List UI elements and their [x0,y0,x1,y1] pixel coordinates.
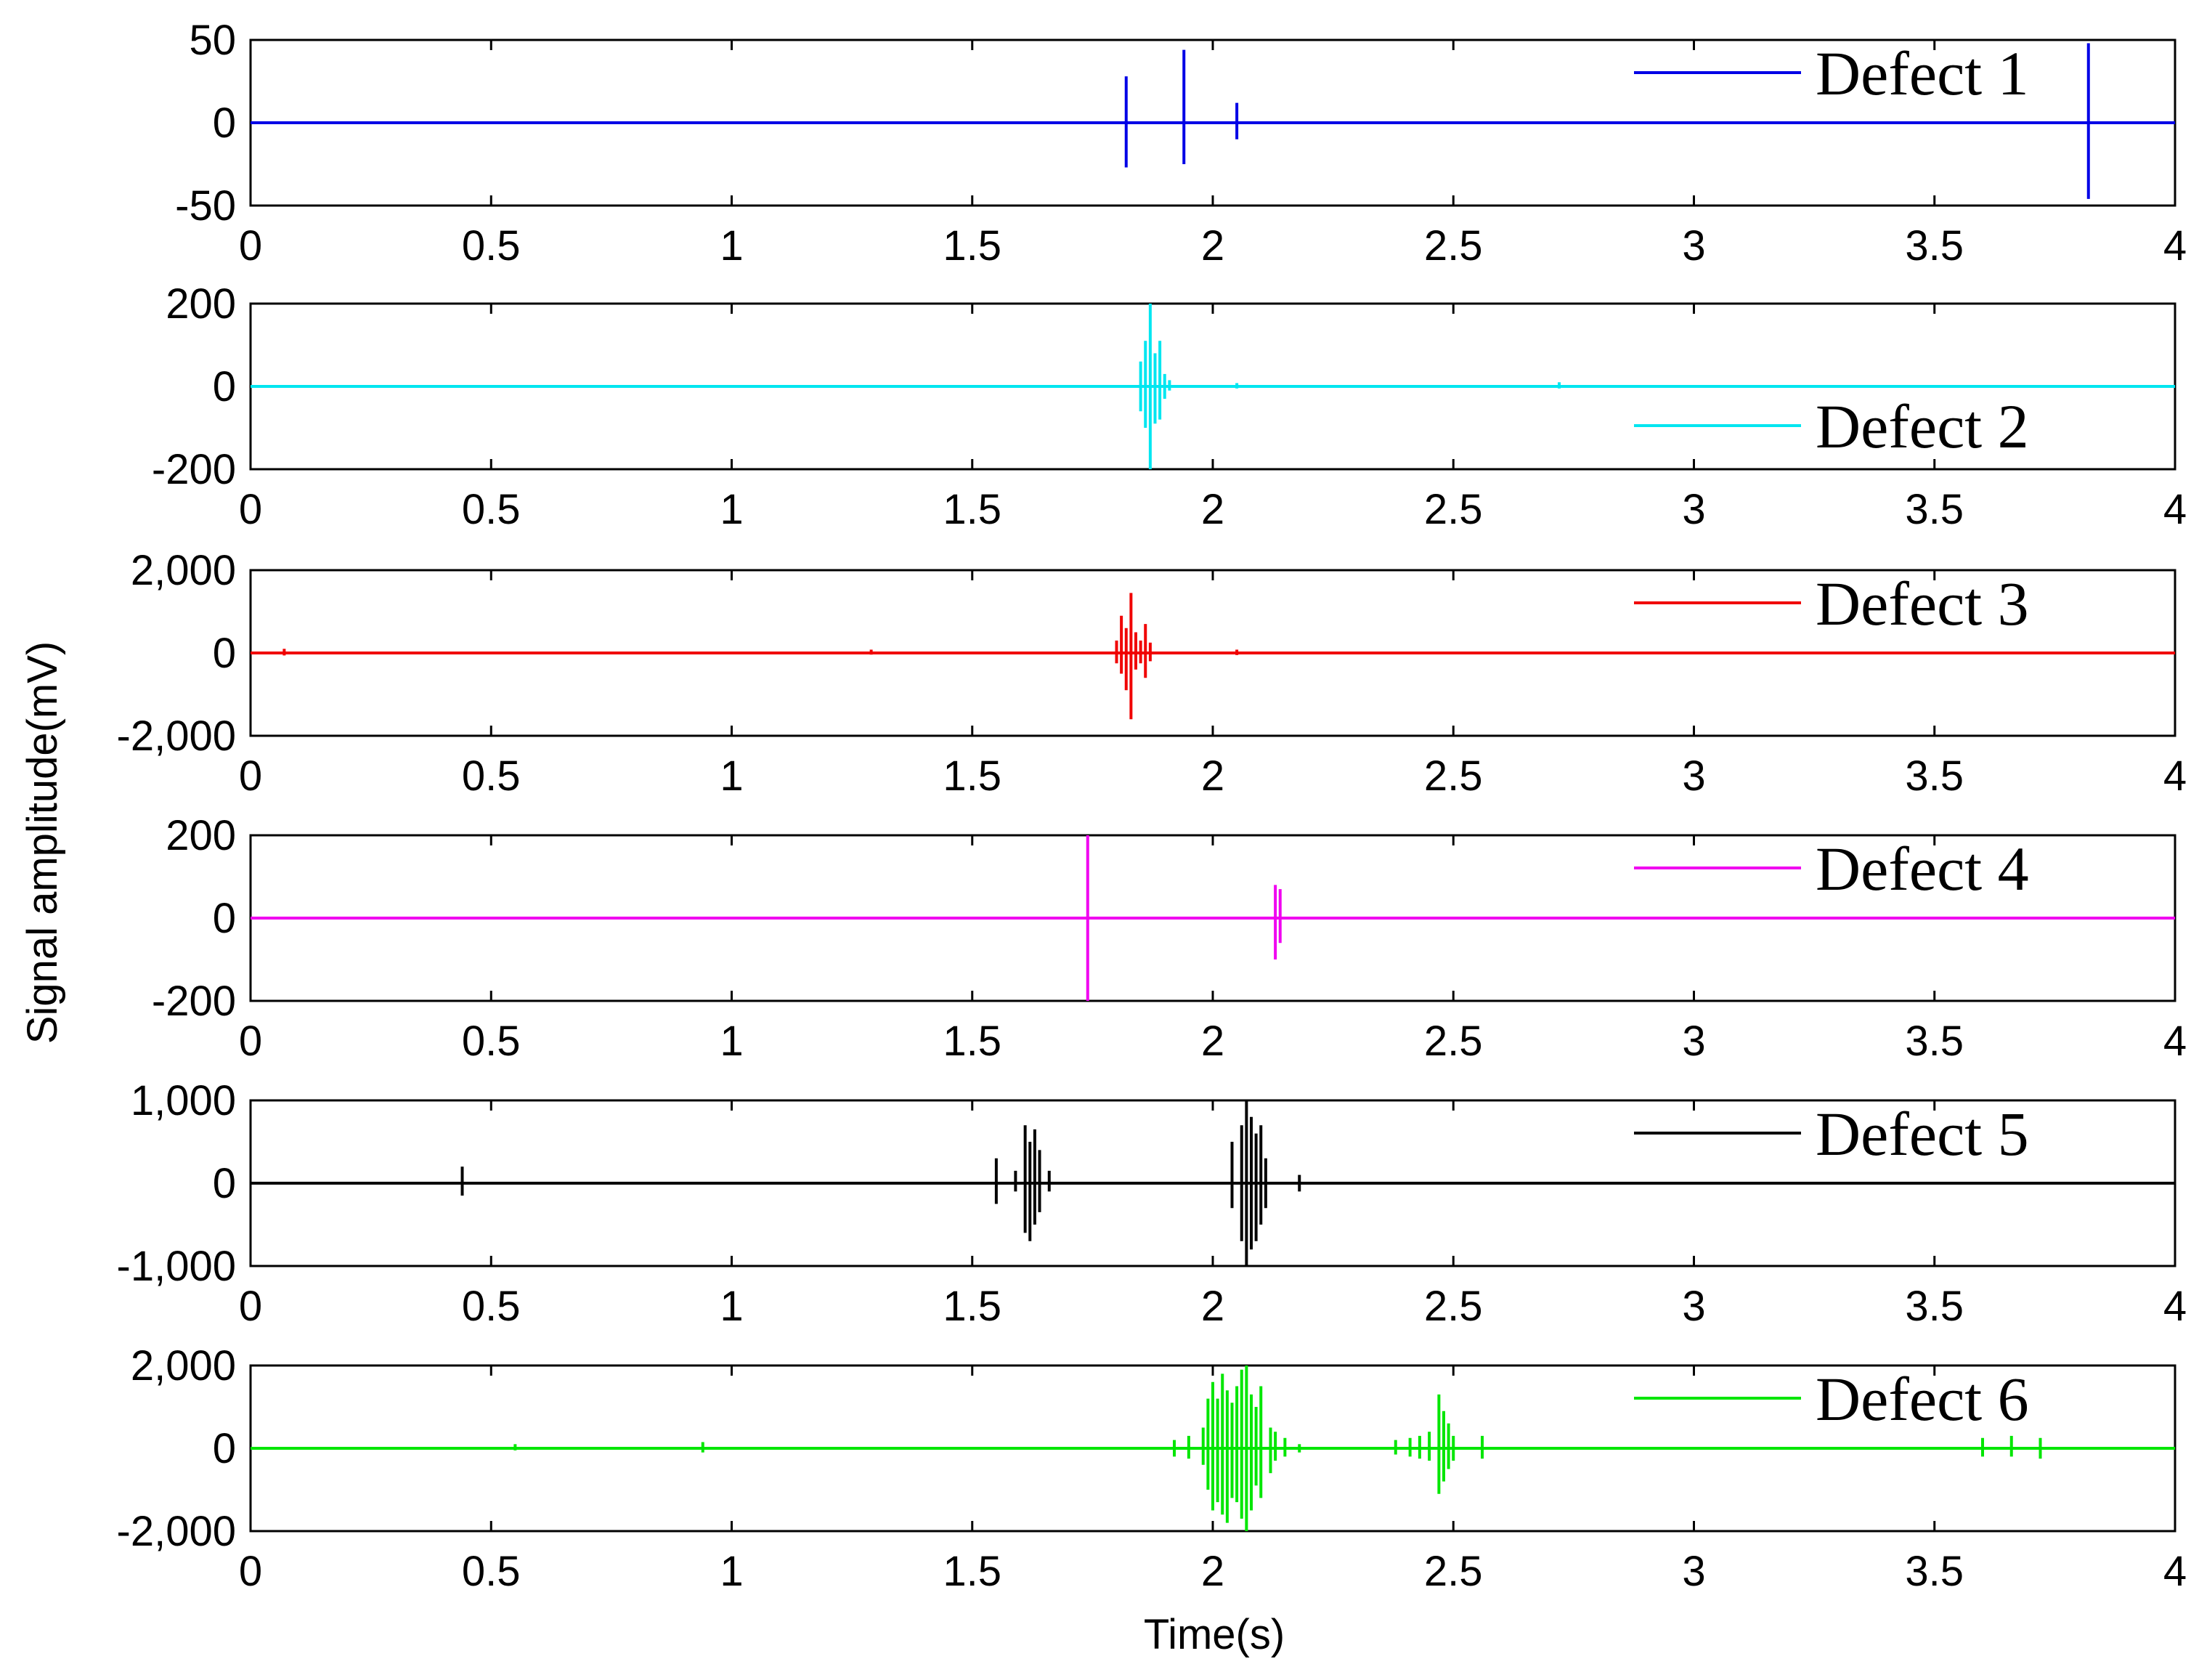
x-tick-label: 1 [720,1283,743,1330]
x-tick-label: 0.5 [462,752,521,800]
x-tick-label: 2.5 [1424,752,1483,800]
x-tick-label: 1.5 [943,752,1001,800]
legend-label: Defect 1 [1816,38,2029,108]
legend-label: Defect 6 [1816,1364,2029,1434]
x-tick-label: 3 [1682,486,1705,533]
y-tick-label: 2,000 [131,547,236,594]
x-tick-label: 0.5 [462,486,521,533]
legend-label: Defect 2 [1816,391,2029,461]
x-tick-label: 0 [239,486,262,533]
y-tick-label: 200 [166,812,236,859]
x-tick-label: 2.5 [1424,1283,1483,1330]
x-tick-label: 0.5 [462,222,521,269]
y-tick-label: 0 [213,1160,236,1207]
legend-label: Defect 3 [1816,569,2029,638]
x-tick-label: 1.5 [943,1018,1001,1065]
x-tick-label: 3 [1682,1548,1705,1595]
y-tick-label: 2,000 [131,1342,236,1389]
legend-label: Defect 5 [1816,1099,2029,1169]
y-tick-label: 0 [213,363,236,410]
x-tick-label: 0 [239,1283,262,1330]
x-axis-title: Time(s) [1144,1611,1285,1658]
x-tick-label: 4 [2163,486,2187,533]
x-tick-label: 4 [2163,1283,2187,1330]
y-tick-label: -2,000 [117,1508,236,1555]
x-tick-label: 3 [1682,752,1705,800]
x-tick-label: 3.5 [1905,1018,1964,1065]
x-tick-label: 1 [720,486,743,533]
x-tick-label: 2.5 [1424,486,1483,533]
x-tick-label: 2.5 [1424,222,1483,269]
y-tick-label: 200 [166,280,236,328]
legend-label: Defect 4 [1816,834,2029,904]
y-tick-label: -50 [175,182,236,230]
x-tick-label: 1.5 [943,1548,1001,1595]
x-tick-label: 3 [1682,1018,1705,1065]
x-tick-label: 3.5 [1905,1283,1964,1330]
x-tick-label: 2 [1201,1018,1224,1065]
y-tick-label: -1,000 [117,1243,236,1290]
x-tick-label: 2.5 [1424,1018,1483,1065]
x-tick-label: 2 [1201,222,1224,269]
x-tick-label: 2 [1201,1283,1224,1330]
x-tick-label: 2.5 [1424,1548,1483,1595]
x-tick-label: 1 [720,752,743,800]
x-tick-label: 3 [1682,1283,1705,1330]
x-tick-label: 1 [720,222,743,269]
x-tick-label: 4 [2163,1548,2187,1595]
y-tick-label: 0 [213,1425,236,1472]
x-tick-label: 2 [1201,486,1224,533]
x-tick-label: 2 [1201,1548,1224,1595]
x-tick-label: 1.5 [943,486,1001,533]
x-tick-label: 0.5 [462,1283,521,1330]
y-tick-label: 0 [213,630,236,677]
y-tick-label: 0 [213,100,236,147]
x-tick-label: 0 [239,1548,262,1595]
y-axis-title: Signal amplitude(mV) [19,641,66,1044]
x-tick-label: 3.5 [1905,1548,1964,1595]
x-tick-label: 1 [720,1548,743,1595]
y-tick-label: -2,000 [117,713,236,760]
x-tick-label: 2 [1201,752,1224,800]
x-tick-label: 3.5 [1905,486,1964,533]
x-tick-label: 0.5 [462,1018,521,1065]
x-tick-label: 4 [2163,1018,2187,1065]
x-tick-label: 0 [239,1018,262,1065]
y-tick-label: 0 [213,895,236,942]
y-tick-label: -200 [152,978,236,1025]
x-tick-label: 1.5 [943,1283,1001,1330]
x-tick-label: 3.5 [1905,222,1964,269]
y-tick-label: -200 [152,446,236,493]
x-tick-label: 3 [1682,222,1705,269]
y-tick-label: 1,000 [131,1077,236,1124]
x-tick-label: 1 [720,1018,743,1065]
x-tick-label: 1.5 [943,222,1001,269]
x-tick-label: 4 [2163,752,2187,800]
x-tick-label: 3.5 [1905,752,1964,800]
x-tick-label: 0 [239,752,262,800]
y-tick-label: 50 [189,17,236,64]
x-tick-label: 4 [2163,222,2187,269]
x-tick-label: 0.5 [462,1548,521,1595]
x-tick-label: 0 [239,222,262,269]
